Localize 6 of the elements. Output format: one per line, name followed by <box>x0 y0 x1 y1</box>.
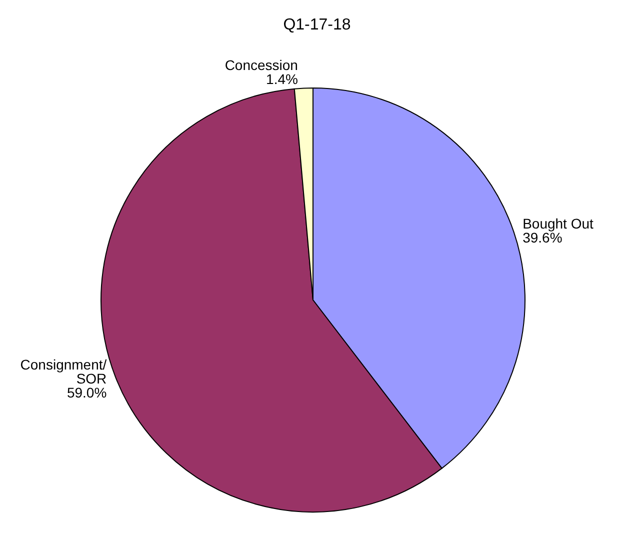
data-label: 1.4% <box>266 71 298 88</box>
slice-label: Concession <box>224 57 298 74</box>
data-label: 59.0% <box>66 384 107 400</box>
slice-label: Consignment/SOR <box>20 356 107 386</box>
slice-label: Bought Out <box>522 216 594 232</box>
chart-title: Q1-17-18 <box>283 16 351 34</box>
